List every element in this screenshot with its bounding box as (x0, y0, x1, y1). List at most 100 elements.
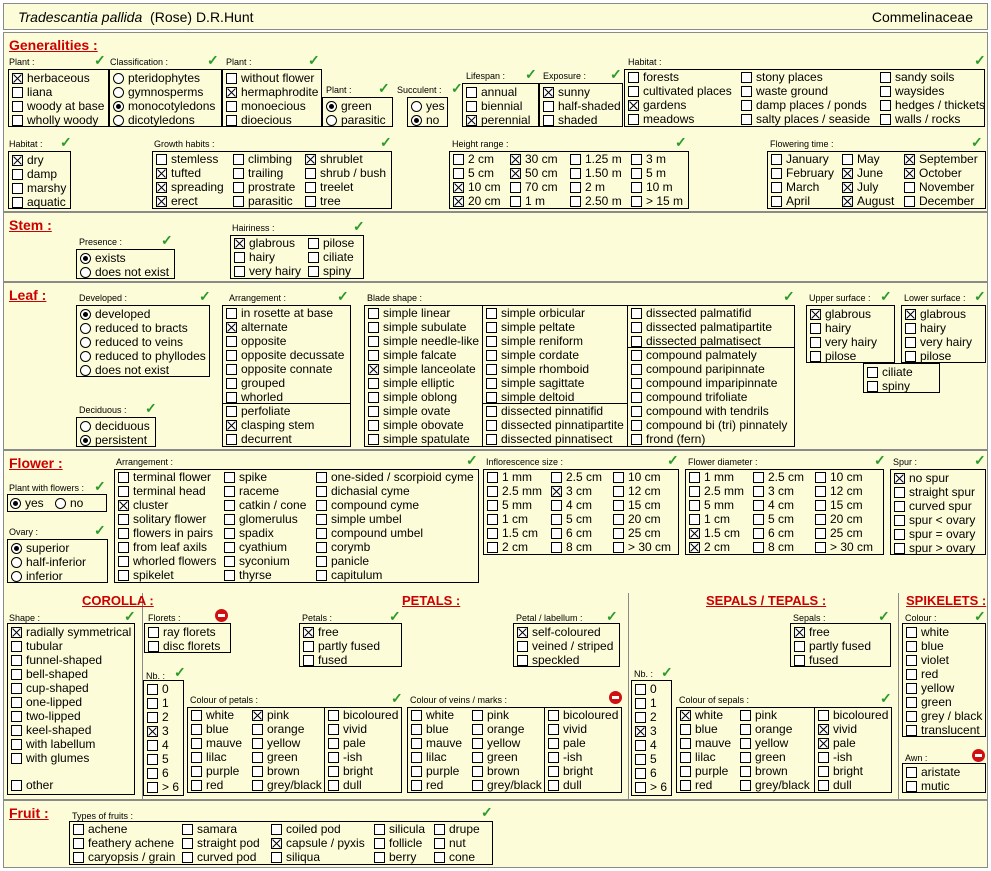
checkbox[interactable] (517, 641, 528, 652)
checkbox[interactable] (818, 710, 829, 721)
checkbox[interactable] (12, 87, 23, 98)
checkbox[interactable] (11, 655, 22, 666)
checkbox[interactable] (368, 364, 379, 375)
checkbox[interactable] (316, 570, 327, 581)
checkbox[interactable] (905, 309, 916, 320)
checkbox[interactable] (12, 183, 23, 194)
checkbox[interactable] (224, 570, 235, 581)
checkbox[interactable] (156, 154, 167, 165)
checkbox[interactable] (453, 182, 464, 193)
checkbox[interactable] (613, 500, 624, 511)
checkbox[interactable] (628, 86, 639, 97)
checkbox[interactable] (118, 472, 129, 483)
checkbox[interactable] (740, 780, 751, 791)
checkbox[interactable] (510, 196, 521, 207)
checkbox[interactable] (842, 196, 853, 207)
checkbox[interactable] (794, 641, 805, 652)
checkbox[interactable] (905, 351, 916, 362)
checkbox[interactable] (226, 350, 237, 361)
checkbox[interactable] (487, 486, 498, 497)
checkbox[interactable] (147, 726, 158, 737)
checkbox[interactable] (368, 378, 379, 389)
checkbox[interactable] (771, 154, 782, 165)
checkbox[interactable] (466, 115, 477, 126)
checkbox[interactable] (904, 182, 915, 193)
checkbox[interactable] (842, 168, 853, 179)
checkbox[interactable] (182, 838, 193, 849)
checkbox[interactable] (551, 542, 562, 553)
checkbox[interactable] (906, 655, 917, 666)
checkbox[interactable] (906, 711, 917, 722)
checkbox[interactable] (548, 724, 559, 735)
checkbox[interactable] (551, 514, 562, 525)
checkbox[interactable] (434, 838, 445, 849)
radio-button[interactable] (80, 323, 91, 334)
checkbox[interactable] (316, 486, 327, 497)
checkbox[interactable] (234, 252, 245, 263)
checkbox[interactable] (810, 309, 821, 320)
checkbox[interactable] (818, 724, 829, 735)
checkbox[interactable] (794, 627, 805, 638)
checkbox[interactable] (224, 528, 235, 539)
checkbox[interactable] (224, 486, 235, 497)
checkbox[interactable] (252, 738, 263, 749)
checkbox[interactable] (487, 542, 498, 553)
checkbox[interactable] (226, 392, 237, 403)
checkbox[interactable] (631, 308, 642, 319)
checkbox[interactable] (472, 752, 483, 763)
checkbox[interactable] (486, 378, 497, 389)
checkbox[interactable] (11, 641, 22, 652)
checkbox[interactable] (867, 367, 878, 378)
checkbox[interactable] (411, 738, 422, 749)
checkbox[interactable] (689, 542, 700, 553)
radio-button[interactable] (113, 101, 124, 112)
checkbox[interactable] (368, 434, 379, 445)
radio-button[interactable] (80, 435, 91, 446)
checkbox[interactable] (411, 752, 422, 763)
checkbox[interactable] (818, 780, 829, 791)
checkbox[interactable] (226, 378, 237, 389)
checkbox[interactable] (148, 641, 159, 652)
checkbox[interactable] (368, 308, 379, 319)
checkbox[interactable] (740, 724, 751, 735)
checkbox[interactable] (118, 514, 129, 525)
checkbox[interactable] (12, 197, 23, 208)
checkbox[interactable] (680, 724, 691, 735)
checkbox[interactable] (73, 852, 84, 863)
checkbox[interactable] (689, 514, 700, 525)
checkbox[interactable] (226, 420, 237, 431)
checkbox[interactable] (689, 486, 700, 497)
checkbox[interactable] (551, 500, 562, 511)
checkbox[interactable] (689, 472, 700, 483)
checkbox[interactable] (818, 766, 829, 777)
checkbox[interactable] (147, 712, 158, 723)
checkbox[interactable] (147, 768, 158, 779)
checkbox[interactable] (906, 767, 917, 778)
checkbox[interactable] (631, 420, 642, 431)
radio-button[interactable] (411, 115, 422, 126)
checkbox[interactable] (226, 434, 237, 445)
checkbox[interactable] (226, 101, 237, 112)
checkbox[interactable] (842, 154, 853, 165)
checkbox[interactable] (234, 238, 245, 249)
checkbox[interactable] (368, 406, 379, 417)
checkbox[interactable] (570, 182, 581, 193)
checkbox[interactable] (753, 542, 764, 553)
checkbox[interactable] (635, 740, 646, 751)
checkbox[interactable] (880, 86, 891, 97)
checkbox[interactable] (818, 752, 829, 763)
checkbox[interactable] (434, 852, 445, 863)
checkbox[interactable] (905, 323, 916, 334)
checkbox[interactable] (753, 528, 764, 539)
radio-button[interactable] (55, 498, 66, 509)
checkbox[interactable] (411, 710, 422, 721)
radio-button[interactable] (11, 557, 22, 568)
radio-button[interactable] (80, 365, 91, 376)
checkbox[interactable] (570, 196, 581, 207)
checkbox[interactable] (226, 87, 237, 98)
checkbox[interactable] (11, 669, 22, 680)
checkbox[interactable] (741, 72, 752, 83)
checkbox[interactable] (635, 712, 646, 723)
radio-button[interactable] (80, 309, 91, 320)
checkbox[interactable] (635, 768, 646, 779)
